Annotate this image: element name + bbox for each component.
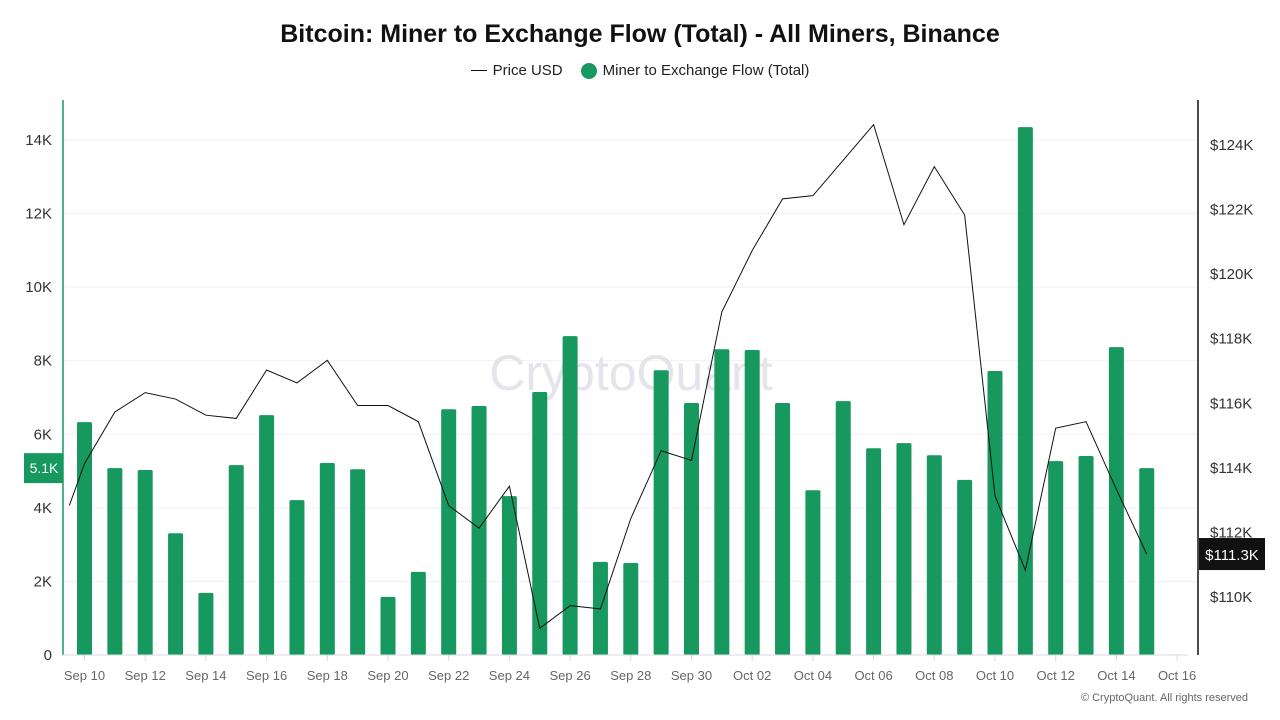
- bar: [684, 403, 699, 655]
- bar: [805, 490, 821, 655]
- bar: [168, 533, 184, 655]
- bar: [410, 571, 426, 655]
- bar: [896, 443, 912, 655]
- bar: [259, 415, 275, 655]
- right-tick-label: $112K: [1210, 524, 1252, 541]
- right-tick-label: $120K: [1210, 266, 1253, 283]
- legend-item-flow[interactable]: Miner to Exchange Flow (Total): [580, 62, 810, 79]
- bar: [198, 592, 214, 655]
- right-tick-label: $122K: [1210, 202, 1253, 219]
- bar: [653, 370, 669, 655]
- x-tick-label: Oct 02: [733, 668, 771, 683]
- left-tick-label: 10K: [25, 279, 52, 296]
- bar: [441, 409, 457, 655]
- x-tick-label: Oct 10: [976, 668, 1014, 683]
- bar: [714, 349, 730, 655]
- bar: [501, 496, 517, 655]
- right-tick-label: $116K: [1210, 395, 1252, 412]
- watermark: CryptoQuant: [489, 345, 773, 401]
- x-tick-label: Oct 04: [794, 668, 832, 683]
- right-tick-label: $118K: [1210, 331, 1252, 348]
- left-tick-label: 6K: [34, 426, 52, 443]
- legend: Price USD Miner to Exchange Flow (Total): [0, 62, 1280, 79]
- bar: [350, 469, 366, 655]
- left-tick-label: 0: [44, 647, 52, 664]
- x-tick-label: Sep 12: [125, 668, 166, 683]
- bar: [137, 469, 153, 655]
- x-tick-label: Sep 20: [367, 668, 408, 683]
- left-tick-label: 8K: [34, 353, 52, 370]
- right-tick-label: $114K: [1210, 460, 1252, 477]
- x-tick-label: Sep 18: [307, 668, 348, 683]
- bar: [532, 391, 548, 655]
- bar: [1017, 127, 1033, 655]
- x-tick-label: Sep 26: [549, 668, 590, 683]
- bar: [289, 500, 305, 655]
- x-tick-label: Sep 22: [428, 668, 469, 683]
- flow-value-badge-label: 5.1K: [30, 460, 59, 476]
- bar: [987, 371, 1003, 655]
- bar: [107, 468, 123, 655]
- bar: [926, 455, 942, 655]
- right-tick-label: $124K: [1210, 137, 1253, 154]
- x-tick-label: Oct 16: [1158, 668, 1196, 683]
- bar: [319, 462, 335, 655]
- bar: [471, 405, 487, 655]
- copyright: © CryptoQuant. All rights reserved: [1080, 692, 1248, 704]
- line-swatch-icon: [470, 70, 487, 71]
- bar: [228, 465, 244, 655]
- x-tick-label: Sep 10: [64, 668, 105, 683]
- bar: [380, 596, 396, 655]
- legend-label-flow: Miner to Exchange Flow (Total): [602, 62, 810, 79]
- x-tick-label: Oct 14: [1097, 668, 1135, 683]
- x-tick-label: Oct 06: [854, 668, 892, 683]
- x-tick-label: Sep 16: [246, 668, 287, 683]
- left-tick-label: 4K: [34, 500, 52, 517]
- x-tick-label: Sep 30: [671, 668, 712, 683]
- legend-item-price[interactable]: Price USD: [470, 62, 563, 79]
- bar: [623, 563, 639, 655]
- bar: [866, 448, 882, 655]
- bar: [775, 403, 791, 655]
- x-tick-label: Oct 08: [915, 668, 953, 683]
- bar: [835, 401, 851, 655]
- bar: [1108, 347, 1124, 655]
- bar: [1048, 461, 1064, 655]
- x-tick-label: Sep 14: [185, 668, 226, 683]
- bar: [957, 479, 973, 655]
- x-tick-label: Sep 28: [610, 668, 651, 683]
- bar: [562, 336, 578, 655]
- legend-label-price: Price USD: [492, 62, 563, 79]
- bar: [744, 350, 760, 655]
- x-tick-label: Sep 24: [489, 668, 530, 683]
- left-tick-label: 14K: [25, 132, 52, 149]
- bar: [1139, 468, 1155, 655]
- x-tick-label: Oct 12: [1037, 668, 1075, 683]
- bar: [1078, 455, 1094, 655]
- chart-title: Bitcoin: Miner to Exchange Flow (Total) …: [280, 20, 1000, 48]
- price-value-badge-label: $111.3K: [1205, 547, 1259, 564]
- right-tick-label: $110K: [1210, 589, 1252, 606]
- dot-swatch-icon: [580, 62, 597, 79]
- flow-value-badge: [24, 453, 63, 484]
- price-line: [68, 123, 1148, 630]
- left-tick-label: 2K: [34, 573, 52, 590]
- bar: [77, 422, 92, 655]
- left-tick-label: 12K: [25, 206, 52, 223]
- price-value-badge: [1199, 538, 1265, 571]
